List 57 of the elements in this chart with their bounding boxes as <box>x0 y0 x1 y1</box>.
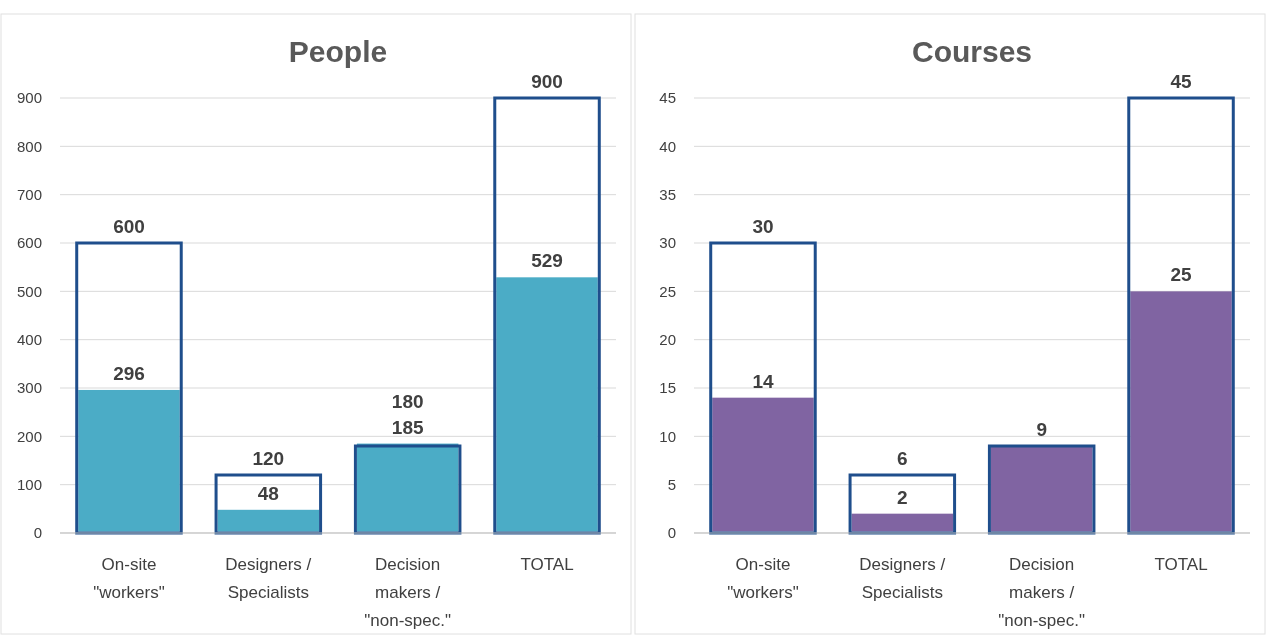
x-tick-label: Designers / Specialists <box>859 555 946 602</box>
x-tick-label: Decision makers / "non-spec." <box>998 555 1086 630</box>
bar <box>851 513 954 532</box>
y-tick-label: 300 <box>16 379 42 397</box>
y-tick-label: 20 <box>659 330 676 348</box>
y-tick-label: 100 <box>16 475 42 493</box>
data-label: 529 <box>531 250 563 272</box>
bar <box>75 241 183 535</box>
data-label: 45 <box>1170 71 1193 92</box>
data-label: 185 <box>391 416 424 438</box>
data-label: 30 <box>752 216 774 237</box>
x-tick-label: Designers / Specialists <box>225 555 312 602</box>
data-label: 25 <box>1170 264 1193 286</box>
bar <box>1127 96 1235 535</box>
data-label: 6 <box>897 448 908 469</box>
data-label: 14 <box>752 370 774 392</box>
y-tick-label: 35 <box>659 185 676 203</box>
data-label: 120 <box>252 448 285 469</box>
y-tick-label: 15 <box>659 379 676 397</box>
x-tick-label: TOTAL <box>1154 555 1208 574</box>
data-label: 48 <box>257 482 279 504</box>
y-tick-label: 10 <box>659 427 676 445</box>
x-tick-label: On-site "workers" <box>93 555 165 602</box>
bar <box>493 96 601 535</box>
bar <box>1130 291 1232 532</box>
bar <box>217 509 320 532</box>
bar <box>214 473 323 535</box>
y-tick-label: 5 <box>667 475 676 493</box>
chart-title: Courses <box>911 35 1033 68</box>
y-tick-label: 40 <box>659 137 676 155</box>
y-tick-label: 600 <box>16 234 42 252</box>
data-label: 600 <box>113 216 145 237</box>
bar <box>496 277 598 532</box>
y-tick-label: 30 <box>659 234 676 252</box>
x-tick-label: On-site "workers" <box>727 555 799 602</box>
bar <box>848 473 957 535</box>
data-label: 296 <box>113 362 145 384</box>
data-label: 2 <box>897 486 908 508</box>
y-tick-label: 25 <box>659 282 676 300</box>
y-tick-label: 200 <box>16 427 42 445</box>
data-label: 900 <box>531 71 563 92</box>
bar <box>709 241 817 535</box>
y-tick-label: 400 <box>16 330 42 348</box>
x-tick-label: TOTAL <box>520 555 574 574</box>
y-tick-label: 700 <box>16 185 42 203</box>
bar <box>78 389 180 532</box>
bar <box>712 397 814 532</box>
y-tick-label: 0 <box>667 524 676 542</box>
data-label: 180 <box>391 390 424 412</box>
data-label: 9 <box>1036 419 1047 440</box>
y-tick-label: 0 <box>33 524 42 542</box>
chart-title: People <box>288 35 388 68</box>
y-tick-label: 500 <box>16 282 42 300</box>
y-tick-label: 800 <box>16 137 42 155</box>
y-tick-label: 45 <box>659 89 676 107</box>
y-tick-label: 900 <box>16 89 42 107</box>
x-tick-label: Decision makers / "non-spec." <box>364 555 452 630</box>
